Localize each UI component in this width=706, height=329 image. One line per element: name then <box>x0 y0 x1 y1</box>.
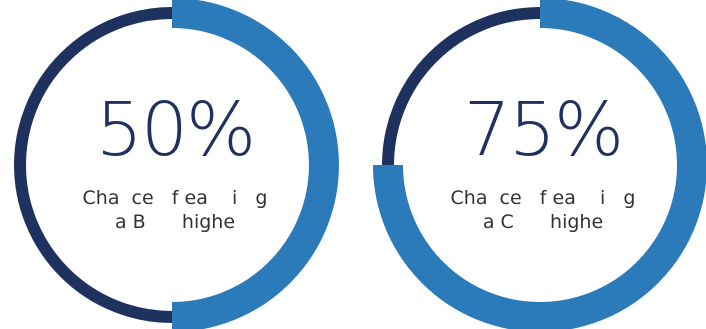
progress-ring-c-grade <box>373 0 706 329</box>
ring-card-c-grade: 75% Cha ce f ea i g a C highe <box>373 0 706 329</box>
ring-caption: Cha ce f ea i g a B highe <box>5 186 345 234</box>
caption-line-2: a B highe <box>114 211 236 233</box>
ring-progress-arc <box>373 0 706 329</box>
ring-caption: Cha ce f ea i g a C highe <box>373 186 706 234</box>
caption-line-2: a C highe <box>482 211 604 233</box>
caption-line-1: Cha ce f ea i g <box>82 187 268 209</box>
percentage-value: 75% <box>463 87 624 173</box>
ring-progress-arc <box>171 0 339 329</box>
ring-card-b-grade: 50% Cha ce f ea i g a B highe <box>5 0 345 329</box>
caption-line-1: Cha ce f ea i g <box>450 187 636 209</box>
percentage-value: 50% <box>95 87 256 173</box>
progress-ring-b-grade <box>14 0 339 329</box>
